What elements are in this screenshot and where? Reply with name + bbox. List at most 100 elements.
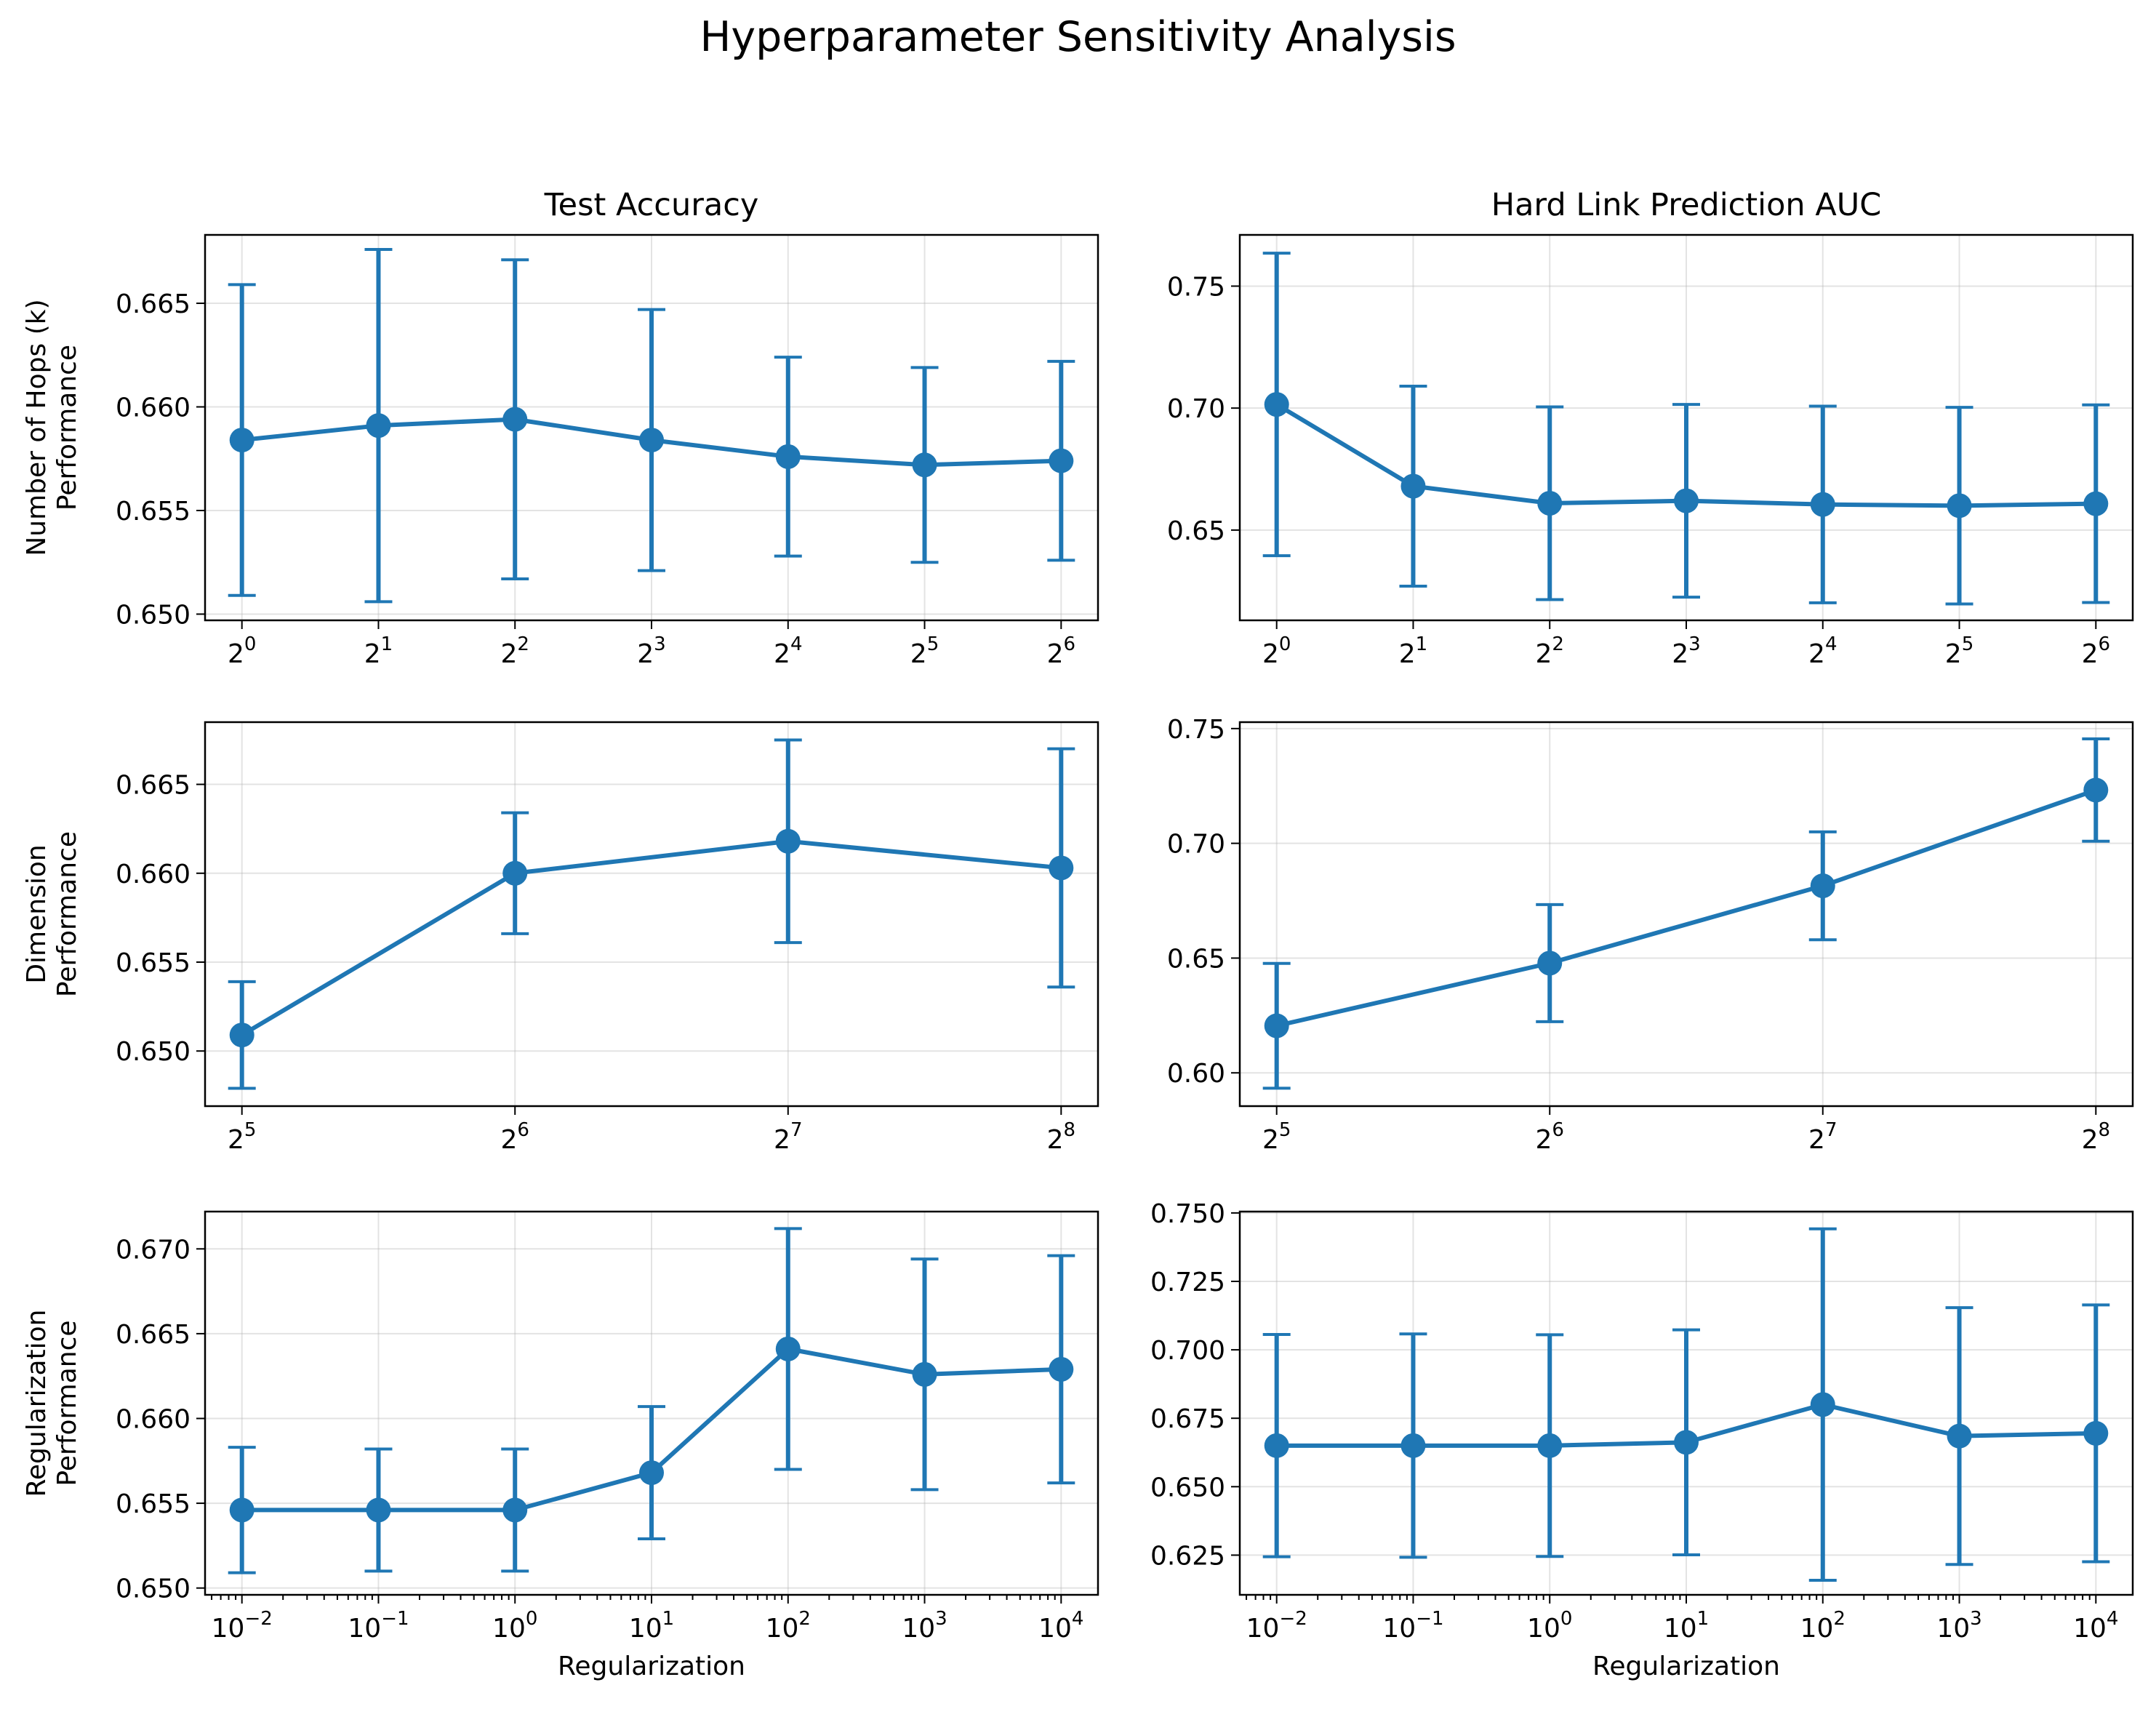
data-point (366, 413, 391, 439)
data-point (1810, 1392, 1835, 1417)
x-tick-label: 102 (766, 1608, 811, 1644)
data-point (775, 1336, 801, 1361)
y-axis-label: DimensionPerformance (22, 831, 82, 997)
axes-frame (204, 1210, 1099, 1596)
x-tick-label: 10−1 (348, 1608, 409, 1644)
y-tick-label: 0.660 (116, 1404, 191, 1434)
data-point (229, 1022, 255, 1048)
data-point (639, 428, 664, 453)
x-tick-label: 25 (1945, 633, 1973, 669)
x-tick-label: 104 (1038, 1608, 1083, 1644)
data-point (1674, 1430, 1699, 1455)
data-point (1264, 392, 1289, 417)
y-tick-label: 0.75 (1167, 715, 1225, 745)
x-tick-label: 23 (1672, 633, 1700, 669)
y-tick-label: 0.650 (116, 1574, 191, 1604)
chart-panel-top-right: 20 21 22 23 24 25 26 0.65 0.70 0.75 Hard Link Pred… (1167, 187, 2134, 669)
x-tick-label: 100 (1527, 1608, 1572, 1644)
x-tick-label: 21 (364, 633, 393, 669)
axes-frame (204, 233, 1099, 622)
x-tick-label: 21 (1399, 633, 1427, 669)
x-tick-label: 22 (501, 633, 529, 669)
chart-panel-top-left: 20 21 22 23 24 25 26 0.650 0.655 0.660 0.665 Test A… (22, 187, 1099, 669)
data-point (1537, 950, 1563, 976)
y-tick-label: 0.665 (116, 1320, 191, 1350)
data-point (502, 407, 528, 432)
subplot-title: Test Accuracy (544, 187, 759, 223)
x-tick-label: 27 (774, 1119, 802, 1155)
chart-panel-middle-left: 25 26 27 28 0.650 0.655 0.660 0.665 DimensionPer… (22, 721, 1099, 1155)
data-point (912, 452, 937, 478)
data-point (1264, 1013, 1289, 1038)
y-tick-label: 0.665 (116, 771, 191, 801)
x-tick-label: 25 (1262, 1119, 1291, 1155)
data-point (1674, 488, 1699, 513)
x-tick-label: 103 (1936, 1608, 1981, 1644)
data-point (1049, 448, 1074, 473)
series-line (241, 839, 1062, 1037)
data-point (1810, 492, 1835, 517)
y-tick-label: 0.750 (1150, 1199, 1225, 1229)
y-tick-label: 0.660 (116, 393, 191, 423)
data-point (775, 828, 801, 854)
data-point (775, 444, 801, 469)
data-point (1537, 1433, 1563, 1458)
y-tick-label: 0.660 (116, 860, 191, 889)
y-tick-label: 0.670 (116, 1235, 191, 1265)
x-tick-label: 23 (637, 633, 665, 669)
x-tick-label: 25 (910, 633, 939, 669)
x-tick-label: 104 (2073, 1608, 2118, 1644)
x-tick-label: 26 (501, 1119, 529, 1155)
y-tick-label: 0.675 (1150, 1404, 1225, 1434)
series-line (1276, 788, 2097, 1028)
x-tick-label: 26 (1536, 1119, 1564, 1155)
y-tick-label: 0.625 (1150, 1541, 1225, 1571)
chart-panel-bottom-left: 10−2 10−1 100 101 102 103 104 0.650 0.655 0.660 0.… (22, 1210, 1099, 1681)
y-tick-label: 0.655 (116, 1489, 191, 1519)
y-tick-label: 0.650 (116, 600, 191, 630)
x-tick-label: 101 (1664, 1608, 1709, 1644)
y-tick-label: 0.65 (1167, 944, 1225, 974)
x-tick-label: 102 (1800, 1608, 1846, 1644)
y-tick-label: 0.655 (116, 497, 191, 527)
y-tick-label: 0.70 (1167, 394, 1225, 424)
x-axis-label: Regularization (1592, 1652, 1780, 1681)
data-point (502, 1497, 528, 1523)
x-tick-label: 28 (1047, 1119, 1075, 1155)
y-tick-label: 0.725 (1150, 1268, 1225, 1297)
x-tick-label: 25 (228, 1119, 256, 1155)
x-tick-label: 22 (1536, 633, 1564, 669)
y-tick-label: 0.665 (116, 289, 191, 319)
data-point (1400, 1433, 1426, 1458)
x-tick-label: 26 (2082, 633, 2110, 669)
data-point (639, 1460, 664, 1486)
data-point (366, 1497, 391, 1523)
data-point (229, 428, 255, 453)
x-tick-label: 28 (2082, 1119, 2110, 1155)
data-point (1810, 873, 1835, 899)
x-tick-label: 20 (1262, 633, 1291, 669)
data-point (2083, 777, 2109, 803)
x-tick-label: 10−2 (1246, 1608, 1307, 1644)
y-tick-label: 0.650 (1150, 1473, 1225, 1502)
data-point (502, 860, 528, 886)
data-point (1400, 473, 1426, 499)
x-tick-label: 24 (1808, 633, 1837, 669)
subplot-title: Hard Link Prediction AUC (1491, 187, 1882, 223)
y-tick-label: 0.70 (1167, 830, 1225, 860)
y-tick-label: 0.60 (1167, 1059, 1225, 1089)
x-tick-label: 10−2 (212, 1608, 273, 1644)
figure-title: Hyperparameter Sensitivity Analysis (700, 13, 1456, 61)
x-tick-label: 27 (1808, 1119, 1837, 1155)
axes-frame (204, 721, 1099, 1108)
y-tick-label: 0.655 (116, 948, 191, 978)
x-tick-label: 103 (902, 1608, 947, 1644)
x-axis-label: Regularization (558, 1652, 745, 1681)
axes-frame (1238, 721, 2134, 1108)
data-point (1537, 490, 1563, 516)
data-point (1049, 1356, 1074, 1382)
data-point (1947, 1423, 1972, 1449)
data-point (2083, 491, 2109, 516)
y-tick-label: 0.650 (116, 1037, 191, 1067)
